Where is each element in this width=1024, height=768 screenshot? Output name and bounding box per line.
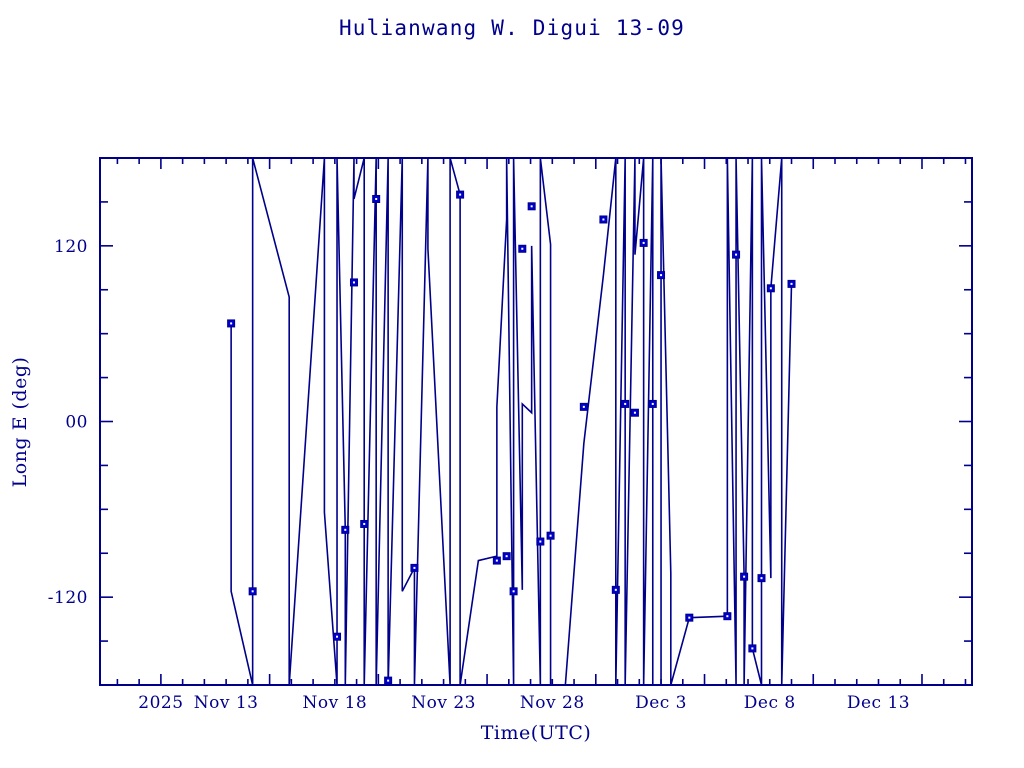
data-point-markers: [227, 190, 796, 685]
data-point-marker-center: [769, 287, 772, 290]
page-title: Hulianwang W. Digui 13-09: [338, 16, 686, 40]
y-tick-label: 120: [54, 237, 88, 257]
data-point-marker-center: [614, 588, 617, 591]
x-tick-label: Nov 13: [194, 693, 259, 713]
data-point-marker-center: [726, 615, 729, 618]
y-tick-label: -120: [48, 588, 88, 608]
data-point-marker-center: [387, 679, 390, 682]
data-point-marker-center: [505, 555, 508, 558]
data-point-marker-center: [735, 253, 738, 256]
data-point-marker-center: [336, 635, 339, 638]
data-point-marker-center: [549, 534, 552, 537]
data-line-longitude: [230, 158, 793, 685]
data-point-marker-center: [651, 402, 654, 405]
x-tick-label: Nov 28: [520, 693, 585, 713]
data-point-marker-center: [230, 322, 233, 325]
x-tick-label: Nov 23: [411, 693, 476, 713]
x-tick-label: Dec 3: [635, 693, 687, 713]
y-axis-ticks: [100, 157, 972, 686]
data-point-marker-center: [602, 218, 605, 221]
data-point-marker-center: [660, 274, 663, 277]
data-point-marker-center: [688, 616, 691, 619]
data-point-marker-center: [512, 590, 515, 593]
x-tick-label: Dec 13: [847, 693, 910, 713]
data-point-marker-center: [530, 205, 533, 208]
x-axis-tick-labels: 2025 Nov 13 Nov 18 Nov 23 Nov 28 Dec 3 Dec 8 De…: [138, 693, 910, 713]
x-axis-title: Time(UTC): [481, 722, 592, 744]
data-point-marker-center: [760, 577, 763, 580]
data-point-marker-center: [375, 197, 378, 200]
data-point-marker-center: [624, 402, 627, 405]
x-axis-ticks: [116, 158, 967, 685]
data-point-marker-center: [633, 411, 636, 414]
data-point-marker-center: [790, 282, 793, 285]
data-point-marker-center: [459, 193, 462, 196]
y-axis-title: Long E (deg): [9, 357, 31, 488]
data-point-marker-center: [743, 575, 746, 578]
data-point-marker-center: [751, 647, 754, 650]
data-point-marker-center: [539, 540, 542, 543]
data-point-marker-center: [352, 281, 355, 284]
data-point-marker-center: [363, 522, 366, 525]
x-tick-label: Nov 18: [302, 693, 367, 713]
data-point-marker-center: [495, 559, 498, 562]
data-point-marker-center: [251, 590, 254, 593]
data-point-marker-center: [521, 247, 524, 250]
x-tick-label: Dec 8: [744, 693, 796, 713]
data-point-marker-center: [413, 566, 416, 569]
data-point-marker-center: [344, 528, 347, 531]
y-axis-tick-labels: 120 00 -120: [48, 237, 88, 608]
x-tick-label: 2025: [138, 693, 183, 713]
data-point-marker-center: [642, 241, 645, 244]
data-point-marker-center: [582, 405, 585, 408]
y-tick-label: 00: [65, 413, 88, 433]
